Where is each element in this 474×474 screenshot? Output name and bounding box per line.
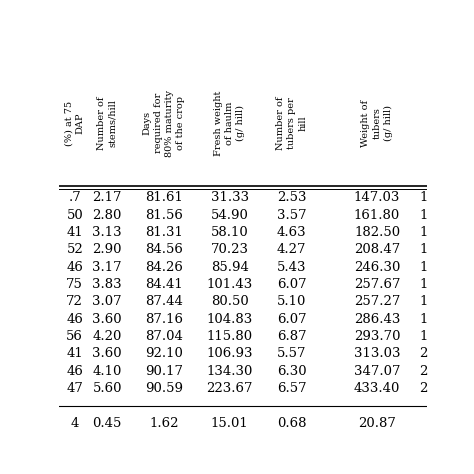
Text: 6.07: 6.07 [277,313,307,326]
Text: 286.43: 286.43 [354,313,400,326]
Text: 1: 1 [419,226,428,239]
Text: 6.87: 6.87 [277,330,307,343]
Text: 1: 1 [419,295,428,309]
Text: 1: 1 [419,244,428,256]
Text: 3.60: 3.60 [92,347,122,360]
Text: 1: 1 [419,330,428,343]
Text: 3.17: 3.17 [92,261,122,274]
Text: 106.93: 106.93 [207,347,253,360]
Text: 87.16: 87.16 [145,313,183,326]
Text: 15.01: 15.01 [211,417,249,430]
Text: 6.57: 6.57 [277,382,307,395]
Text: 0.45: 0.45 [92,417,122,430]
Text: 4.63: 4.63 [277,226,307,239]
Text: 3.07: 3.07 [92,295,122,309]
Text: 1: 1 [419,313,428,326]
Text: 1: 1 [419,209,428,222]
Text: 50: 50 [66,209,83,222]
Text: .7: .7 [68,191,81,204]
Text: 246.30: 246.30 [354,261,400,274]
Text: 2: 2 [419,347,428,360]
Text: 257.27: 257.27 [354,295,400,309]
Text: 92.10: 92.10 [145,347,183,360]
Text: 2.17: 2.17 [92,191,122,204]
Text: 313.03: 313.03 [354,347,400,360]
Text: 54.90: 54.90 [211,209,249,222]
Text: 87.44: 87.44 [145,295,183,309]
Text: 46: 46 [66,313,83,326]
Text: 147.03: 147.03 [354,191,400,204]
Text: 3.57: 3.57 [277,209,307,222]
Text: 223.67: 223.67 [207,382,253,395]
Text: 101.43: 101.43 [207,278,253,291]
Text: Number of
tubers per
hill: Number of tubers per hill [276,96,307,150]
Text: 257.67: 257.67 [354,278,400,291]
Text: 46: 46 [66,365,83,378]
Text: 4: 4 [71,417,79,430]
Text: 2.80: 2.80 [92,209,122,222]
Text: 347.07: 347.07 [354,365,400,378]
Text: 84.26: 84.26 [145,261,183,274]
Text: 41: 41 [66,347,83,360]
Text: 75: 75 [66,278,83,291]
Text: 2: 2 [419,382,428,395]
Text: 1: 1 [419,261,428,274]
Text: 52: 52 [66,244,83,256]
Text: 1: 1 [419,191,428,204]
Text: 87.04: 87.04 [145,330,183,343]
Text: Fresh weight
of haulm
(g/ hill): Fresh weight of haulm (g/ hill) [214,91,246,156]
Text: 47: 47 [66,382,83,395]
Text: 84.41: 84.41 [145,278,183,291]
Text: 104.83: 104.83 [207,313,253,326]
Text: 58.10: 58.10 [211,226,249,239]
Text: 208.47: 208.47 [354,244,400,256]
Text: 0.68: 0.68 [277,417,307,430]
Text: Weight of
tubers
(g/ hill): Weight of tubers (g/ hill) [361,100,392,146]
Text: 4.27: 4.27 [277,244,307,256]
Text: 81.61: 81.61 [145,191,183,204]
Text: 1.62: 1.62 [149,417,179,430]
Text: Days
required for
80% maturity
of the crop: Days required for 80% maturity of the cr… [143,90,185,156]
Text: 90.59: 90.59 [145,382,183,395]
Text: 56: 56 [66,330,83,343]
Text: 3.60: 3.60 [92,313,122,326]
Text: 3.13: 3.13 [92,226,122,239]
Text: 2.53: 2.53 [277,191,307,204]
Text: 6.30: 6.30 [277,365,307,378]
Text: 115.80: 115.80 [207,330,253,343]
Text: 1: 1 [419,278,428,291]
Text: 4.20: 4.20 [92,330,122,343]
Text: 433.40: 433.40 [354,382,400,395]
Text: 4.10: 4.10 [92,365,122,378]
Text: 72: 72 [66,295,83,309]
Text: 2.90: 2.90 [92,244,122,256]
Text: 46: 46 [66,261,83,274]
Text: Number of
stems/hill: Number of stems/hill [97,96,118,150]
Text: 5.57: 5.57 [277,347,307,360]
Text: 85.94: 85.94 [211,261,249,274]
Text: 5.10: 5.10 [277,295,306,309]
Text: 5.60: 5.60 [92,382,122,395]
Text: 6.07: 6.07 [277,278,307,291]
Text: 20.87: 20.87 [358,417,396,430]
Text: 134.30: 134.30 [207,365,253,378]
Text: 5.43: 5.43 [277,261,307,274]
Text: 293.70: 293.70 [354,330,400,343]
Text: 70.23: 70.23 [211,244,249,256]
Text: 84.56: 84.56 [145,244,183,256]
Text: 80.50: 80.50 [211,295,249,309]
Text: (%) at 75
DAP: (%) at 75 DAP [64,100,85,146]
Text: 161.80: 161.80 [354,209,400,222]
Text: 81.31: 81.31 [145,226,183,239]
Text: 81.56: 81.56 [145,209,183,222]
Text: 3.83: 3.83 [92,278,122,291]
Text: 31.33: 31.33 [210,191,249,204]
Text: 182.50: 182.50 [354,226,400,239]
Text: 90.17: 90.17 [145,365,183,378]
Text: 41: 41 [66,226,83,239]
Text: 2: 2 [419,365,428,378]
